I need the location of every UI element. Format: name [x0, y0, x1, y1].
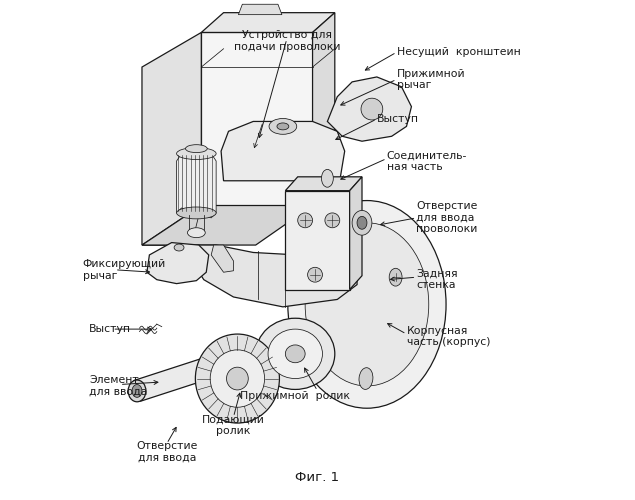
Polygon shape [285, 177, 362, 190]
Polygon shape [328, 77, 411, 141]
Ellipse shape [298, 213, 312, 228]
Text: Выступ: Выступ [89, 324, 131, 334]
Ellipse shape [285, 345, 305, 362]
Ellipse shape [325, 213, 340, 228]
Text: Подающий
ролик: Подающий ролик [202, 414, 265, 436]
Ellipse shape [177, 207, 216, 219]
Ellipse shape [269, 118, 297, 134]
Ellipse shape [132, 384, 142, 398]
Ellipse shape [196, 334, 279, 423]
Text: Отверстие
для ввода
проволоки: Отверстие для ввода проволоки [417, 202, 478, 234]
Text: Выступ: Выступ [377, 114, 419, 124]
Polygon shape [147, 242, 209, 284]
Polygon shape [187, 245, 357, 307]
Ellipse shape [321, 170, 333, 187]
Ellipse shape [305, 223, 429, 386]
Ellipse shape [256, 318, 335, 390]
Polygon shape [350, 177, 362, 290]
Ellipse shape [187, 228, 205, 237]
Text: Фиксирующий
рычаг: Фиксирующий рычаг [83, 259, 166, 280]
Ellipse shape [210, 350, 265, 407]
Polygon shape [142, 206, 312, 245]
Ellipse shape [307, 268, 323, 282]
Polygon shape [211, 245, 234, 272]
Polygon shape [238, 4, 282, 15]
Polygon shape [142, 32, 201, 245]
Text: Соединитель-
ная часть: Соединитель- ная часть [387, 150, 467, 172]
Ellipse shape [389, 268, 402, 286]
Text: Корпусная
часть (корпус): Корпусная часть (корпус) [406, 326, 490, 347]
Polygon shape [285, 190, 350, 290]
Ellipse shape [227, 367, 248, 390]
Ellipse shape [288, 200, 446, 408]
Polygon shape [177, 154, 216, 218]
Text: Прижимной  ролик: Прижимной ролик [240, 391, 351, 401]
Ellipse shape [174, 244, 184, 251]
Ellipse shape [345, 223, 361, 248]
Ellipse shape [128, 380, 146, 402]
Ellipse shape [185, 144, 207, 152]
Ellipse shape [352, 210, 372, 235]
Text: Несущий  кронштеин: Несущий кронштеин [397, 47, 520, 57]
Polygon shape [201, 32, 312, 206]
Text: Прижимной
рычаг: Прижимной рычаг [397, 68, 465, 90]
Ellipse shape [357, 216, 367, 229]
Text: Фиг. 1: Фиг. 1 [295, 471, 340, 484]
Ellipse shape [277, 123, 289, 130]
Text: Отверстие
для ввода: Отверстие для ввода [136, 441, 197, 462]
Polygon shape [201, 12, 335, 32]
Ellipse shape [361, 98, 383, 120]
Polygon shape [133, 350, 234, 402]
Ellipse shape [268, 329, 323, 378]
Polygon shape [221, 122, 345, 181]
Text: Задняя
стенка: Задняя стенка [417, 269, 458, 290]
Ellipse shape [359, 368, 373, 390]
Ellipse shape [177, 148, 216, 160]
Text: Элемент
для ввода: Элемент для ввода [89, 375, 147, 397]
Polygon shape [312, 12, 335, 205]
Text: Устройство для
подачи проволоки: Устройство для подачи проволоки [234, 30, 340, 52]
